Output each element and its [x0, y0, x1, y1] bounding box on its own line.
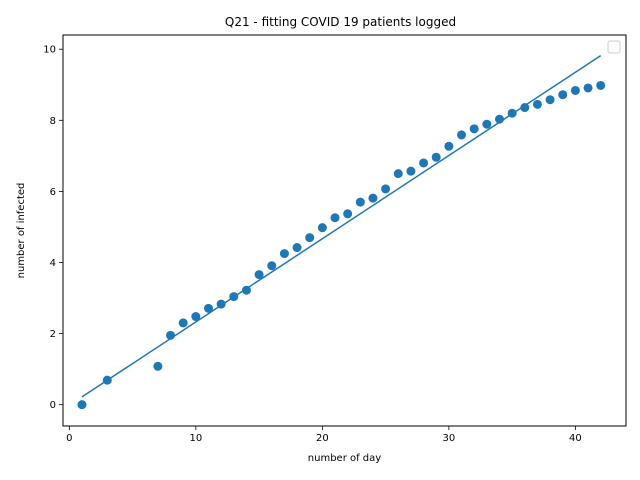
data-point: [520, 103, 530, 113]
y-tick-label: 4: [50, 258, 56, 269]
y-tick-label: 8: [50, 116, 56, 127]
fit-line: [81, 54, 602, 398]
data-point: [254, 270, 264, 280]
data-point: [558, 90, 568, 100]
axis-ticks: 0 10 20 30 40 0 2 4 6 8 10: [43, 45, 581, 444]
plot-area: [77, 54, 606, 410]
data-point: [343, 209, 353, 219]
data-point: [203, 303, 213, 313]
data-point: [570, 85, 580, 95]
data-point: [596, 80, 606, 90]
data-point: [469, 124, 479, 134]
data-point: [419, 158, 429, 168]
data-point: [191, 312, 201, 322]
data-point: [583, 83, 593, 93]
x-tick-label: 10: [189, 433, 202, 444]
data-point: [545, 95, 555, 105]
data-point: [267, 261, 277, 271]
data-point: [482, 119, 492, 129]
x-tick-label: 0: [66, 433, 72, 444]
data-point: [305, 233, 315, 243]
y-axis-title: number of infected: [16, 183, 27, 279]
data-point: [381, 184, 391, 194]
x-tick-label: 20: [316, 433, 329, 444]
chart-title: Q21 - fitting COVID 19 patients logged: [225, 15, 456, 29]
data-point: [292, 243, 302, 253]
data-point: [153, 361, 163, 371]
data-point: [317, 223, 327, 233]
data-point: [532, 99, 542, 109]
data-point: [330, 213, 340, 223]
data-point: [355, 197, 365, 207]
y-tick-label: 10: [43, 45, 56, 56]
axes-frame: [62, 34, 627, 427]
data-point: [406, 166, 416, 176]
x-tick-label: 30: [443, 433, 456, 444]
data-point: [431, 152, 441, 162]
data-point: [457, 130, 467, 140]
data-point: [444, 141, 454, 151]
y-tick-label: 6: [50, 187, 56, 198]
data-point: [393, 169, 403, 179]
x-axis-title: number of day: [308, 453, 382, 464]
y-tick-label: 2: [50, 329, 56, 340]
legend-box: [607, 40, 621, 54]
y-tick-label: 0: [50, 400, 56, 411]
data-point: [178, 318, 188, 328]
x-tick-label: 40: [569, 433, 582, 444]
data-point: [368, 193, 378, 203]
data-point: [279, 249, 289, 259]
data-point: [77, 400, 87, 410]
